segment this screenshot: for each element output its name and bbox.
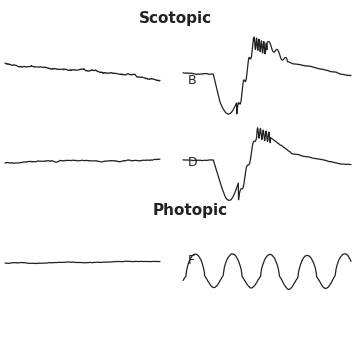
Text: Scotopic: Scotopic: [139, 10, 212, 25]
Text: F: F: [188, 253, 195, 266]
Text: D: D: [188, 156, 198, 169]
Text: B: B: [188, 73, 197, 87]
Text: Photopic: Photopic: [153, 203, 228, 218]
